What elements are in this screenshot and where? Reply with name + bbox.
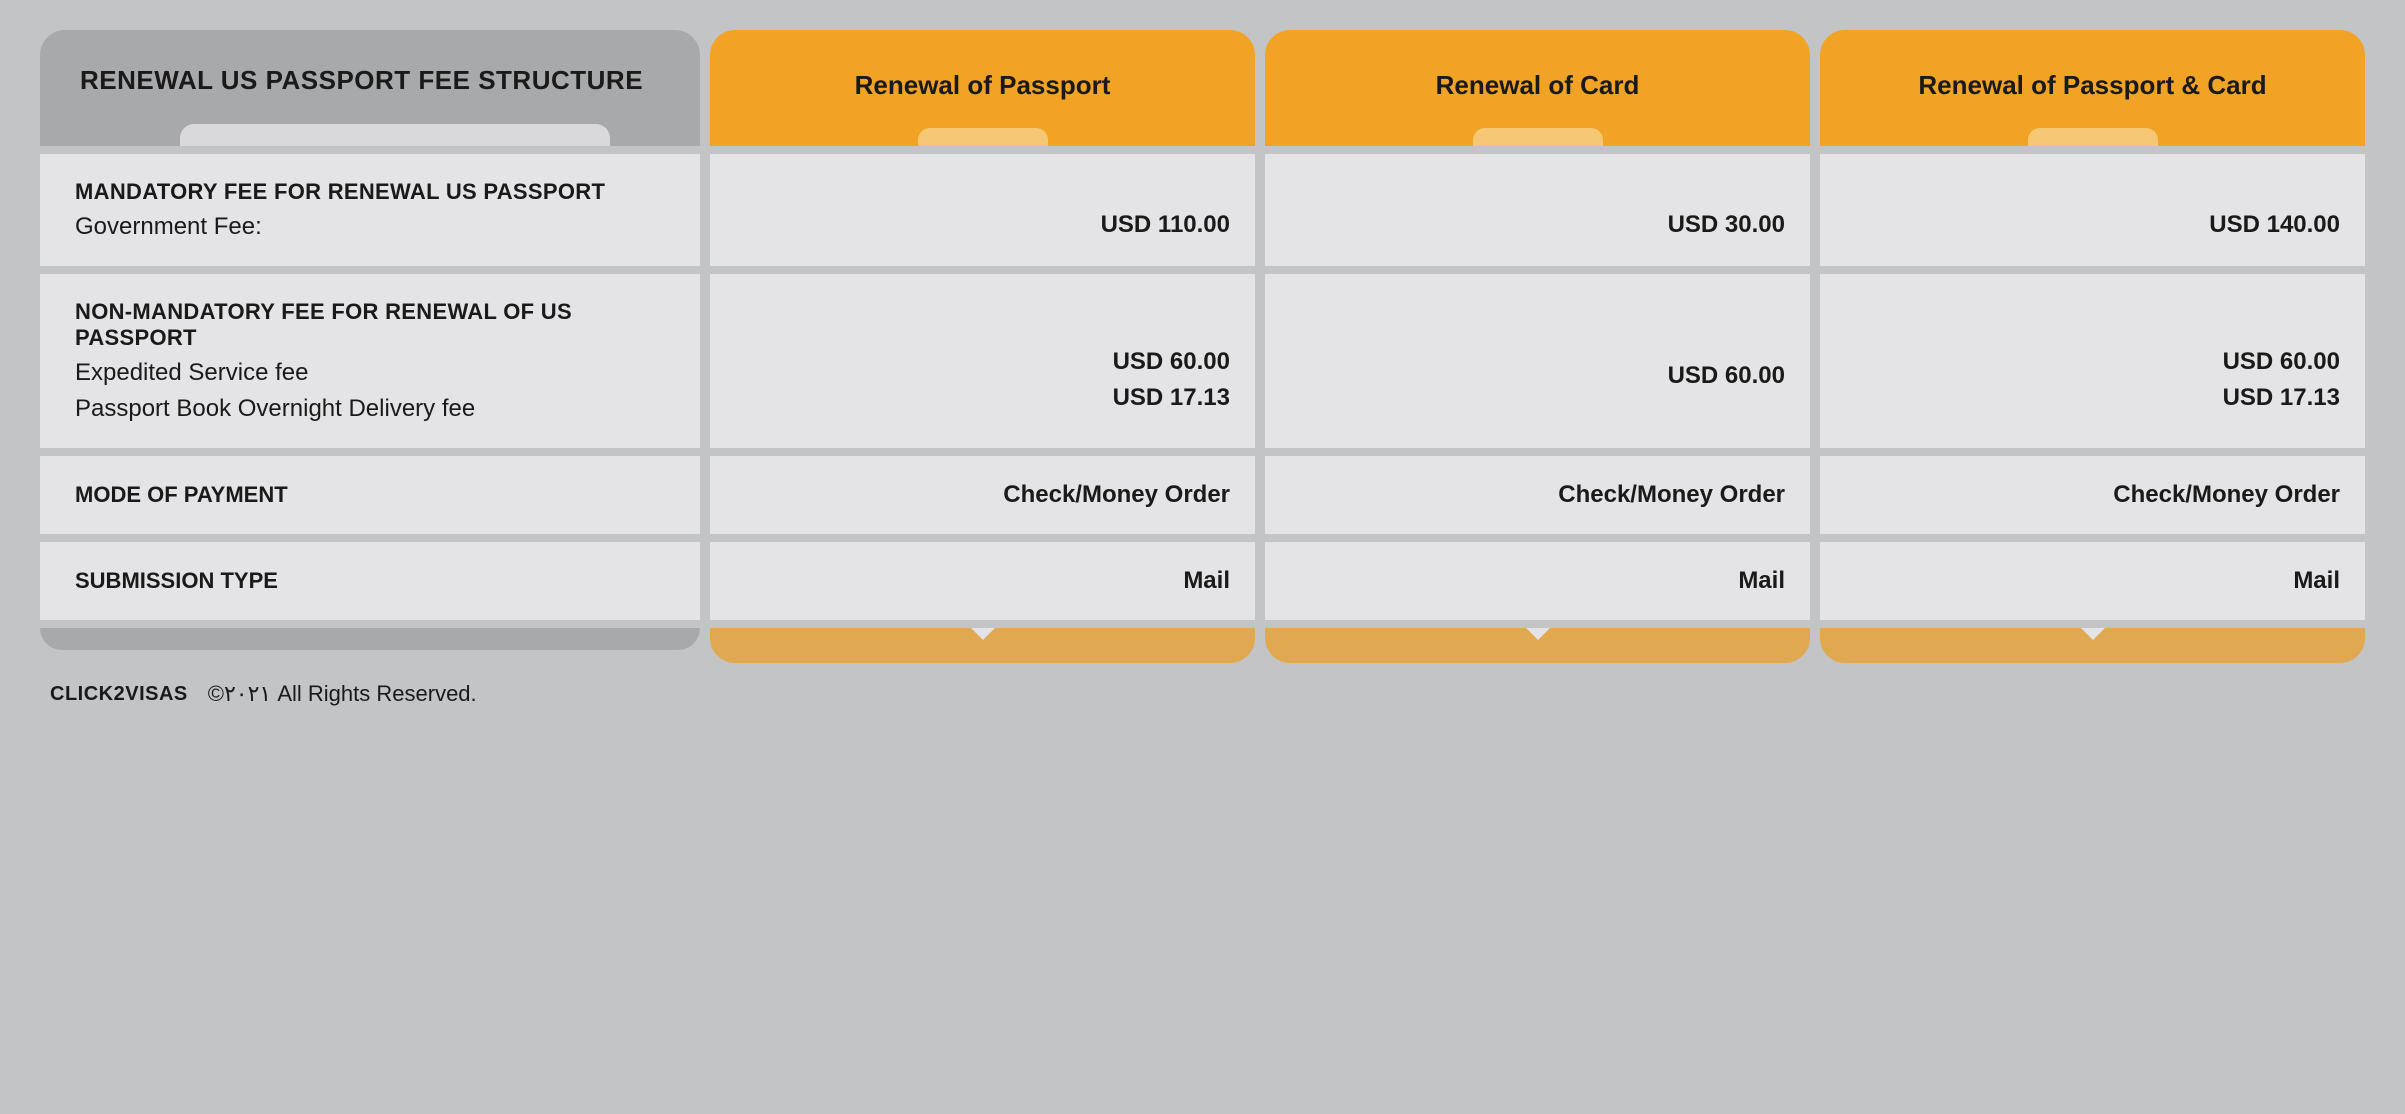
table-row: MANDATORY FEE FOR RENEWAL US PASSPORT Go… <box>40 154 2365 266</box>
payment-value: Check/Money Order <box>1558 481 1785 509</box>
fee-value: USD 140.00 <box>2209 211 2340 239</box>
value-cell: USD 60.00 <box>1265 274 1810 448</box>
footer-decoration-row <box>40 628 2365 663</box>
item-label: Passport Book Overnight Delivery fee <box>75 395 665 423</box>
value-cell: USD 110.00 <box>710 154 1255 266</box>
column-header-card: Renewal of Card <box>1265 30 1810 146</box>
value-cell: Check/Money Order <box>1820 456 2365 534</box>
footer-left-cap <box>40 628 700 650</box>
column-tab-decoration <box>918 128 1048 146</box>
column-header-label: Renewal of Passport <box>855 70 1111 101</box>
brand-logo: CLICK2VISAS <box>50 683 188 706</box>
table-row: MODE OF PAYMENT Check/Money Order Check/… <box>40 456 2365 534</box>
value-cell: Mail <box>1265 542 1810 620</box>
column-tab-decoration <box>1473 128 1603 146</box>
fee-value: USD 17.13 <box>2223 384 2340 412</box>
fee-value: USD 30.00 <box>1668 211 1785 239</box>
value-cell: Check/Money Order <box>1265 456 1810 534</box>
submission-value: Mail <box>1183 567 1230 595</box>
footer-notch-icon <box>1526 628 1550 640</box>
payment-value: Check/Money Order <box>1003 481 1230 509</box>
fee-value: USD 110.00 <box>1101 211 1230 239</box>
table-row: SUBMISSION TYPE Mail Mail Mail <box>40 542 2365 620</box>
footer-notch-icon <box>2081 628 2105 640</box>
row-label: SUBMISSION TYPE <box>75 568 665 594</box>
value-cell: Mail <box>710 542 1255 620</box>
footer-col-cap <box>1820 628 2365 663</box>
submission-value: Mail <box>1738 567 1785 595</box>
item-label: Government Fee: <box>75 213 665 241</box>
copyright-footer: CLICK2VISAS ©٢٠٢١ All Rights Reserved. <box>40 681 2365 707</box>
column-header-label: Renewal of Passport & Card <box>1918 70 2266 101</box>
table-row: NON-MANDATORY FEE FOR RENEWAL OF US PASS… <box>40 274 2365 448</box>
fee-table: RENEWAL US PASSPORT FEE STRUCTURE Renewa… <box>40 30 2365 663</box>
label-cell-mandatory: MANDATORY FEE FOR RENEWAL US PASSPORT Go… <box>40 154 700 266</box>
value-cell: Check/Money Order <box>710 456 1255 534</box>
section-label: MANDATORY FEE FOR RENEWAL US PASSPORT <box>75 179 665 205</box>
payment-value: Check/Money Order <box>2113 481 2340 509</box>
column-header-label: Renewal of Card <box>1436 70 1640 101</box>
fee-value: USD 60.00 <box>1668 362 1785 390</box>
submission-value: Mail <box>2293 567 2340 595</box>
row-label: MODE OF PAYMENT <box>75 482 665 508</box>
label-cell-nonmandatory: NON-MANDATORY FEE FOR RENEWAL OF US PASS… <box>40 274 700 448</box>
title-cell: RENEWAL US PASSPORT FEE STRUCTURE <box>40 30 700 146</box>
column-header-passport: Renewal of Passport <box>710 30 1255 146</box>
fee-value: USD 60.00 <box>2223 348 2340 376</box>
value-cell: USD 60.00 USD 17.13 <box>710 274 1255 448</box>
title-tab-decoration <box>180 124 610 146</box>
section-label: NON-MANDATORY FEE FOR RENEWAL OF US PASS… <box>75 299 665 351</box>
fee-value: USD 60.00 <box>1113 348 1230 376</box>
item-label: Expedited Service fee <box>75 359 665 387</box>
label-cell-submission: SUBMISSION TYPE <box>40 542 700 620</box>
fee-value: USD 17.13 <box>1113 384 1230 412</box>
value-cell: USD 140.00 <box>1820 154 2365 266</box>
value-cell: USD 60.00 USD 17.13 <box>1820 274 2365 448</box>
column-tab-decoration <box>2028 128 2158 146</box>
column-header-both: Renewal of Passport & Card <box>1820 30 2365 146</box>
label-cell-payment: MODE OF PAYMENT <box>40 456 700 534</box>
footer-notch-icon <box>971 628 995 640</box>
footer-col-cap <box>710 628 1255 663</box>
value-cell: USD 30.00 <box>1265 154 1810 266</box>
value-cell: Mail <box>1820 542 2365 620</box>
table-title: RENEWAL US PASSPORT FEE STRUCTURE <box>80 65 660 96</box>
copyright-text: ©٢٠٢١ All Rights Reserved. <box>208 681 477 707</box>
footer-col-cap <box>1265 628 1810 663</box>
header-row: RENEWAL US PASSPORT FEE STRUCTURE Renewa… <box>40 30 2365 146</box>
